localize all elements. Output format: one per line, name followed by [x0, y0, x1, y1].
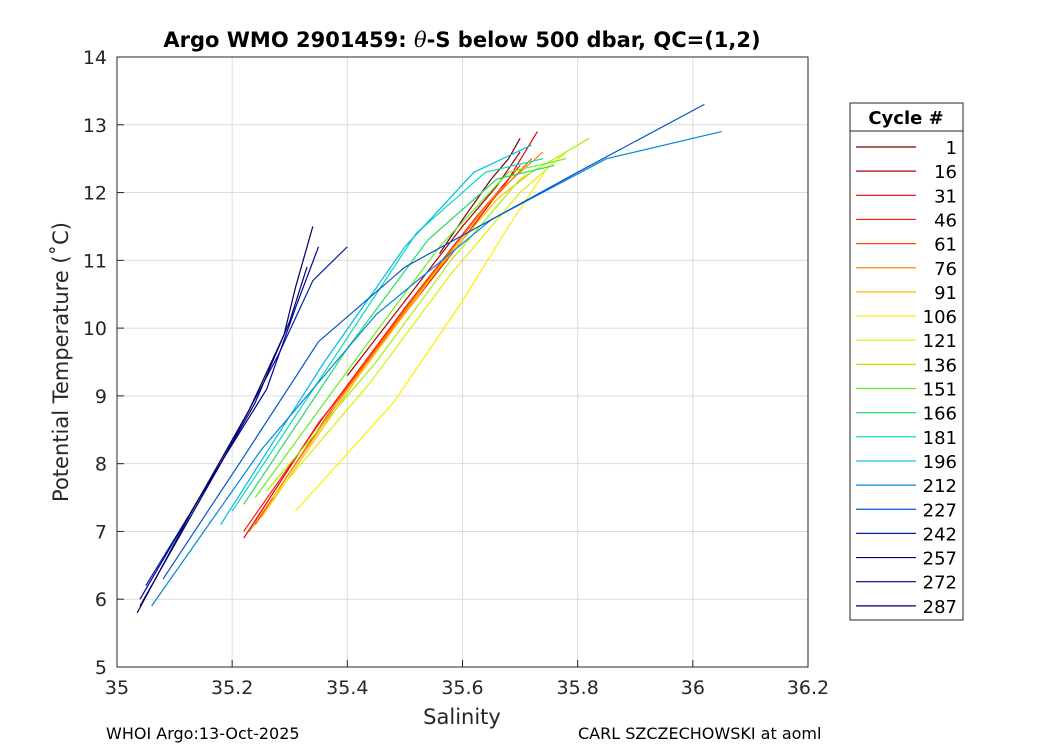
y-tick-label: 14	[83, 47, 107, 69]
x-tick-label: 35.6	[441, 677, 483, 699]
y-tick-label: 7	[95, 521, 107, 543]
legend-label-cycle-136: 136	[923, 355, 957, 376]
legend-label-cycle-227: 227	[923, 500, 957, 521]
legend-label-cycle-287: 287	[923, 597, 957, 618]
x-tick-label: 35.8	[557, 677, 599, 699]
y-tick-label: 5	[95, 657, 107, 679]
series-line-cycle-212	[151, 131, 722, 607]
legend-label-cycle-121: 121	[923, 331, 957, 352]
y-tick-label: 8	[95, 454, 107, 476]
legend-label-cycle-212: 212	[923, 476, 957, 497]
legend-label-cycle-46: 46	[934, 210, 957, 231]
legend-label-cycle-91: 91	[934, 283, 957, 304]
legend-label-cycle-151: 151	[923, 380, 957, 401]
y-tick-label: 6	[95, 589, 107, 611]
legend-label-cycle-272: 272	[923, 573, 957, 594]
legend-label-cycle-166: 166	[923, 404, 957, 425]
chart-title: Argo WMO 2901459: θ-S below 500 dbar, QC…	[163, 28, 760, 52]
series-line-cycle-16	[346, 151, 521, 376]
series-line-cycle-121	[272, 151, 567, 498]
series-line-cycle-136	[266, 137, 590, 492]
legend-label-cycle-61: 61	[934, 235, 957, 256]
data-series	[136, 103, 722, 614]
series-line-cycle-76	[248, 151, 544, 532]
legend-label-cycle-181: 181	[923, 428, 957, 449]
series-line-cycle-181	[231, 158, 544, 512]
series-line-cycle-257	[139, 246, 320, 600]
legend: Cycle # 1 16 31 46 61 76 91 106 121 136 151 166 181 1…	[849, 102, 964, 621]
y-tick-label: 11	[83, 250, 107, 272]
legend-label-cycle-257: 257	[923, 549, 957, 570]
x-tick-label: 36	[681, 677, 705, 699]
series-line-cycle-166	[243, 164, 555, 505]
series-line-cycle-272	[139, 266, 308, 607]
legend-label-cycle-76: 76	[934, 259, 957, 280]
footer-right: CARL SZCZECHOWSKI at aoml	[578, 724, 822, 743]
series-line-cycle-151	[254, 158, 567, 498]
series-line-cycle-91	[260, 171, 532, 519]
series-line-cycle-227	[162, 103, 705, 580]
legend-label-cycle-242: 242	[923, 524, 957, 545]
series-line-cycle-61	[254, 158, 533, 526]
y-axis-label: Potential Temperature (˚C)	[49, 222, 73, 502]
legend-title: Cycle #	[868, 108, 943, 129]
x-tick-label: 36.2	[787, 677, 829, 699]
legend-label-cycle-31: 31	[934, 186, 957, 207]
x-tick-label: 35.4	[326, 677, 368, 699]
legend-label-cycle-106: 106	[923, 307, 957, 328]
y-tick-label: 9	[95, 386, 107, 408]
legend-label-cycle-1: 1	[946, 138, 957, 159]
series-line-cycle-106	[295, 165, 550, 512]
axis-ticks: 35 35.2 35.4 35.6 35.8 36 36.2 5 6 7 8 9 10 11 12 13 14	[83, 47, 829, 699]
y-tick-label: 12	[83, 183, 107, 205]
legend-label-cycle-196: 196	[923, 452, 957, 473]
footer-left: WHOI Argo:13-Oct-2025	[106, 724, 300, 743]
legend-label-cycle-16: 16	[934, 162, 957, 183]
x-tick-label: 35	[105, 677, 129, 699]
series-line-cycle-287	[136, 226, 314, 614]
y-tick-label: 13	[83, 115, 107, 137]
y-tick-label: 10	[83, 318, 107, 340]
x-tick-label: 35.2	[211, 677, 253, 699]
x-axis-label: Salinity	[423, 705, 501, 729]
